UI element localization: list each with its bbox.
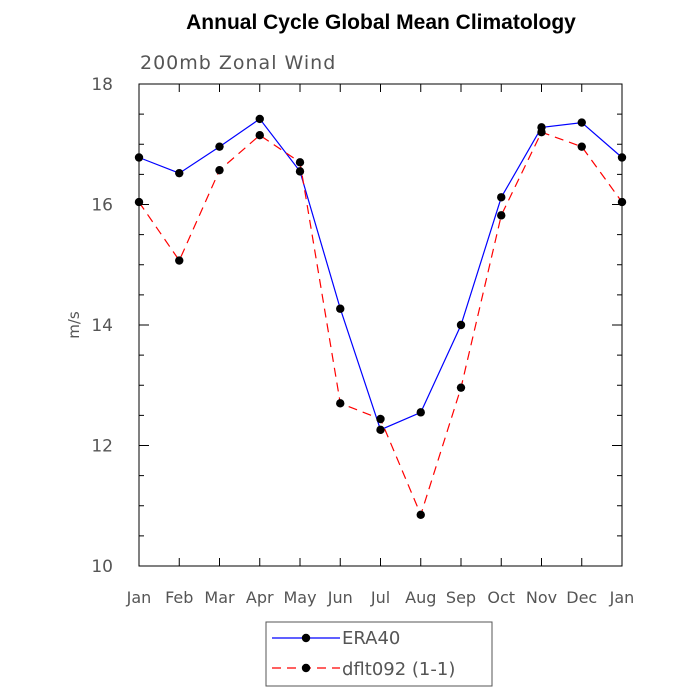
chart-subtitle: 200mb Zonal Wind (140, 52, 336, 74)
series-0-point (134, 153, 144, 162)
series-0-point (416, 408, 425, 417)
series-line-0 (138, 118, 623, 431)
x-tick-label: Aug (405, 588, 436, 607)
series-0-point (577, 118, 586, 127)
series-1-point (416, 510, 425, 519)
series-1-point (255, 131, 264, 140)
axis-ticks (138, 83, 623, 567)
series-1-point (134, 197, 144, 207)
x-tick-label: Jan (126, 588, 152, 607)
y-tick-label: 14 (91, 316, 113, 336)
series-1-point (175, 256, 184, 265)
series-1-point (456, 383, 466, 392)
legend-label-era40: ERA40 (342, 628, 400, 649)
series-1-point (497, 211, 506, 220)
legend: ERA40 dflt092 (1-1) (265, 621, 493, 687)
y-tick-label: 10 (91, 557, 113, 577)
legend-marker-dflt092 (301, 663, 311, 673)
x-tick-label: May (283, 588, 316, 607)
series-0-point (175, 168, 184, 178)
plot-frame (138, 83, 623, 567)
x-tick-label: Mar (204, 588, 235, 607)
series-1-point (336, 399, 345, 408)
y-axis-label: m/s (65, 311, 83, 339)
series-layer (134, 114, 627, 519)
series-0-point (497, 193, 506, 202)
y-tick-label: 12 (91, 437, 113, 457)
series-0-point (617, 153, 627, 162)
x-tick-label: Jan (609, 588, 635, 607)
series-1-point (215, 165, 224, 175)
series-0-point (215, 142, 224, 151)
legend-label-dflt092: dflt092 (1-1) (342, 659, 455, 680)
x-tick-label: Apr (246, 588, 274, 607)
series-line-1 (138, 131, 623, 517)
legend-marker-era40 (301, 633, 311, 643)
series-1-point (537, 128, 546, 137)
y-tick-label: 18 (91, 75, 113, 95)
series-0-point (456, 320, 466, 330)
x-tick-label: Jul (370, 588, 390, 607)
series-0-point (336, 304, 345, 313)
x-tick-label: Dec (566, 588, 597, 607)
series-0-point (255, 114, 264, 124)
x-tick-label: Oct (487, 588, 515, 607)
chart-title: Annual Cycle Global Mean Climatology (186, 11, 576, 34)
series-1-point (376, 414, 385, 424)
series-1-point (617, 197, 627, 207)
y-tick-label: 16 (91, 196, 113, 216)
y-tick-labels: 10 12 14 16 18 (91, 75, 113, 577)
legend-box (265, 621, 493, 687)
x-tick-label: Feb (165, 588, 193, 607)
x-tick-label: Sep (446, 588, 476, 607)
series-0-point (295, 167, 305, 176)
series-1-point (577, 142, 586, 151)
x-tick-labels: Jan Feb Mar Apr May Jun Jul Aug Sep Oct Nov Dec Jan (126, 588, 635, 607)
x-tick-label: Nov (526, 588, 557, 607)
x-tick-label: Jun (327, 588, 353, 607)
series-1-point (295, 158, 305, 167)
series-0-point (376, 425, 385, 435)
